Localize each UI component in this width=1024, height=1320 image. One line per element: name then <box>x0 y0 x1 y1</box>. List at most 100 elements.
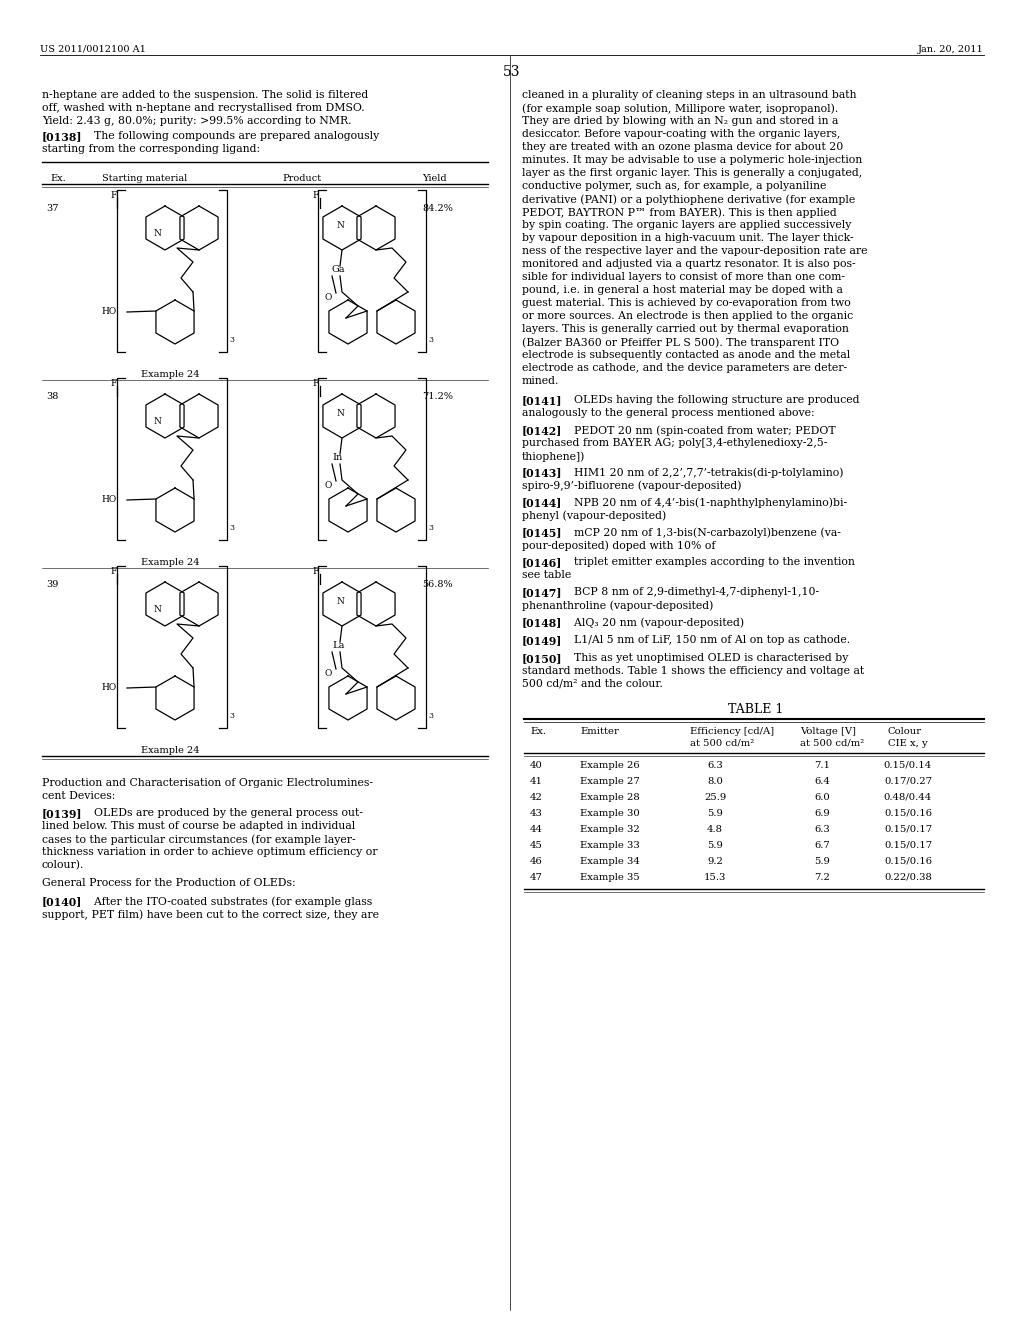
Text: standard methods. Table 1 shows the efficiency and voltage at: standard methods. Table 1 shows the effi… <box>522 667 864 676</box>
Text: (for example soap solution, Millipore water, isopropanol).: (for example soap solution, Millipore wa… <box>522 103 839 114</box>
Text: [0148]: [0148] <box>522 616 562 628</box>
Text: 6.3: 6.3 <box>708 762 723 770</box>
Text: Ex.: Ex. <box>50 174 66 183</box>
Text: they are treated with an ozone plasma device for about 20: they are treated with an ozone plasma de… <box>522 143 843 152</box>
Text: 3: 3 <box>428 711 433 719</box>
Text: 43: 43 <box>530 809 543 818</box>
Text: Colour: Colour <box>888 727 923 737</box>
Text: minutes. It may be advisable to use a polymeric hole-injection: minutes. It may be advisable to use a po… <box>522 154 862 165</box>
Text: [0150]: [0150] <box>522 653 562 664</box>
Text: Starting material: Starting material <box>102 174 187 183</box>
Text: US 2011/0012100 A1: US 2011/0012100 A1 <box>40 45 145 54</box>
Text: F: F <box>110 190 117 199</box>
Text: mined.: mined. <box>522 376 559 385</box>
Text: 3: 3 <box>428 337 433 345</box>
Text: 3: 3 <box>229 524 234 532</box>
Text: electrode is subsequently contacted as anode and the metal: electrode is subsequently contacted as a… <box>522 350 850 360</box>
Text: N: N <box>336 222 344 231</box>
Text: pound, i.e. in general a host material may be doped with a: pound, i.e. in general a host material m… <box>522 285 843 294</box>
Text: [0143]: [0143] <box>522 467 562 478</box>
Text: 7.1: 7.1 <box>814 762 830 770</box>
Text: 42: 42 <box>530 793 543 803</box>
Text: HIM1 20 nm of 2,2’,7,7’-tetrakis(di-p-tolylamino): HIM1 20 nm of 2,2’,7,7’-tetrakis(di-p-to… <box>567 467 844 478</box>
Text: 500 cd/m² and the colour.: 500 cd/m² and the colour. <box>522 678 663 689</box>
Text: starting from the corresponding ligand:: starting from the corresponding ligand: <box>42 144 260 154</box>
Text: mCP 20 nm of 1,3-bis(N-carbazolyl)benzene (va-: mCP 20 nm of 1,3-bis(N-carbazolyl)benzen… <box>567 527 841 537</box>
Text: n-heptane are added to the suspension. The solid is filtered: n-heptane are added to the suspension. T… <box>42 90 369 100</box>
Text: 3: 3 <box>229 337 234 345</box>
Text: Yield: 2.43 g, 80.0%; purity: >99.5% according to NMR.: Yield: 2.43 g, 80.0%; purity: >99.5% acc… <box>42 116 351 125</box>
Text: at 500 cd/m²: at 500 cd/m² <box>690 739 755 748</box>
Text: N: N <box>336 409 344 418</box>
Text: OLEDs are produced by the general process out-: OLEDs are produced by the general proces… <box>87 808 362 818</box>
Text: HO: HO <box>101 684 117 693</box>
Text: or more sources. An electrode is then applied to the organic: or more sources. An electrode is then ap… <box>522 312 853 321</box>
Text: N: N <box>336 598 344 606</box>
Text: 39: 39 <box>46 579 58 589</box>
Text: by spin coating. The organic layers are applied successively: by spin coating. The organic layers are … <box>522 220 851 230</box>
Text: Voltage [V]: Voltage [V] <box>800 727 856 737</box>
Text: layer as the first organic layer. This is generally a conjugated,: layer as the first organic layer. This i… <box>522 168 862 178</box>
Text: lined below. This must of course be adapted in individual: lined below. This must of course be adap… <box>42 821 355 832</box>
Text: Emitter: Emitter <box>580 727 618 737</box>
Text: F: F <box>110 379 117 388</box>
Text: 15.3: 15.3 <box>703 873 726 882</box>
Text: by vapour deposition in a high-vacuum unit. The layer thick-: by vapour deposition in a high-vacuum un… <box>522 234 854 243</box>
Text: Example 30: Example 30 <box>580 809 640 818</box>
Text: They are dried by blowing with an N₂ gun and stored in a: They are dried by blowing with an N₂ gun… <box>522 116 839 125</box>
Text: 5.9: 5.9 <box>814 857 829 866</box>
Text: 8.0: 8.0 <box>707 777 723 785</box>
Text: ness of the respective layer and the vapour-deposition rate are: ness of the respective layer and the vap… <box>522 246 867 256</box>
Text: 0.17/0.27: 0.17/0.27 <box>884 777 932 785</box>
Text: phenyl (vapour-deposited): phenyl (vapour-deposited) <box>522 510 667 520</box>
Text: off, washed with n-heptane and recrystallised from DMSO.: off, washed with n-heptane and recrystal… <box>42 103 365 114</box>
Text: 46: 46 <box>530 857 543 866</box>
Text: O: O <box>325 482 332 491</box>
Text: 56.8%: 56.8% <box>422 579 453 589</box>
Text: 0.15/0.17: 0.15/0.17 <box>884 825 932 834</box>
Text: at 500 cd/m²: at 500 cd/m² <box>800 739 864 748</box>
Text: cases to the particular circumstances (for example layer-: cases to the particular circumstances (f… <box>42 834 355 845</box>
Text: 44: 44 <box>530 825 543 834</box>
Text: support, PET film) have been cut to the correct size, they are: support, PET film) have been cut to the … <box>42 909 379 920</box>
Text: N: N <box>153 417 161 425</box>
Text: 4.8: 4.8 <box>707 825 723 834</box>
Text: [0141]: [0141] <box>522 395 562 407</box>
Text: guest material. This is achieved by co-evaporation from two: guest material. This is achieved by co-e… <box>522 298 851 308</box>
Text: O: O <box>325 293 332 302</box>
Text: L1/Al 5 nm of LiF, 150 nm of Al on top as cathode.: L1/Al 5 nm of LiF, 150 nm of Al on top a… <box>567 635 850 645</box>
Text: derivative (PANI) or a polythiophene derivative (for example: derivative (PANI) or a polythiophene der… <box>522 194 855 205</box>
Text: 0.15/0.14: 0.15/0.14 <box>884 762 932 770</box>
Text: Example 35: Example 35 <box>580 873 640 882</box>
Text: 0.15/0.17: 0.15/0.17 <box>884 841 932 850</box>
Text: 71.2%: 71.2% <box>422 392 453 401</box>
Text: [0140]: [0140] <box>42 896 82 907</box>
Text: 25.9: 25.9 <box>703 793 726 803</box>
Text: 45: 45 <box>530 841 543 850</box>
Text: layers. This is generally carried out by thermal evaporation: layers. This is generally carried out by… <box>522 323 849 334</box>
Text: Example 24: Example 24 <box>140 558 200 568</box>
Text: [0147]: [0147] <box>522 587 562 598</box>
Text: conductive polymer, such as, for example, a polyaniline: conductive polymer, such as, for example… <box>522 181 826 191</box>
Text: triplet emitter examples according to the invention: triplet emitter examples according to th… <box>567 557 855 568</box>
Text: F: F <box>312 379 318 388</box>
Text: 47: 47 <box>530 873 543 882</box>
Text: [0146]: [0146] <box>522 557 562 568</box>
Text: 0.48/0.44: 0.48/0.44 <box>884 793 932 803</box>
Text: cleaned in a plurality of cleaning steps in an ultrasound bath: cleaned in a plurality of cleaning steps… <box>522 90 856 100</box>
Text: colour).: colour). <box>42 861 84 870</box>
Text: Example 33: Example 33 <box>580 841 640 850</box>
Text: BCP 8 nm of 2,9-dimethyl-4,7-diphenyl-1,10-: BCP 8 nm of 2,9-dimethyl-4,7-diphenyl-1,… <box>567 587 819 597</box>
Text: [0149]: [0149] <box>522 635 562 645</box>
Text: Example 28: Example 28 <box>580 793 640 803</box>
Text: Example 32: Example 32 <box>580 825 640 834</box>
Text: PEDOT, BAYTRON P™ from BAYER). This is then applied: PEDOT, BAYTRON P™ from BAYER). This is t… <box>522 207 837 218</box>
Text: see table: see table <box>522 570 571 579</box>
Text: 5.9: 5.9 <box>707 809 723 818</box>
Text: 0.15/0.16: 0.15/0.16 <box>884 857 932 866</box>
Text: Efficiency [cd/A]: Efficiency [cd/A] <box>690 727 774 737</box>
Text: phenanthroline (vapour-deposited): phenanthroline (vapour-deposited) <box>522 601 714 611</box>
Text: 53: 53 <box>503 65 521 79</box>
Text: thiophene]): thiophene]) <box>522 451 586 462</box>
Text: Product: Product <box>282 174 322 183</box>
